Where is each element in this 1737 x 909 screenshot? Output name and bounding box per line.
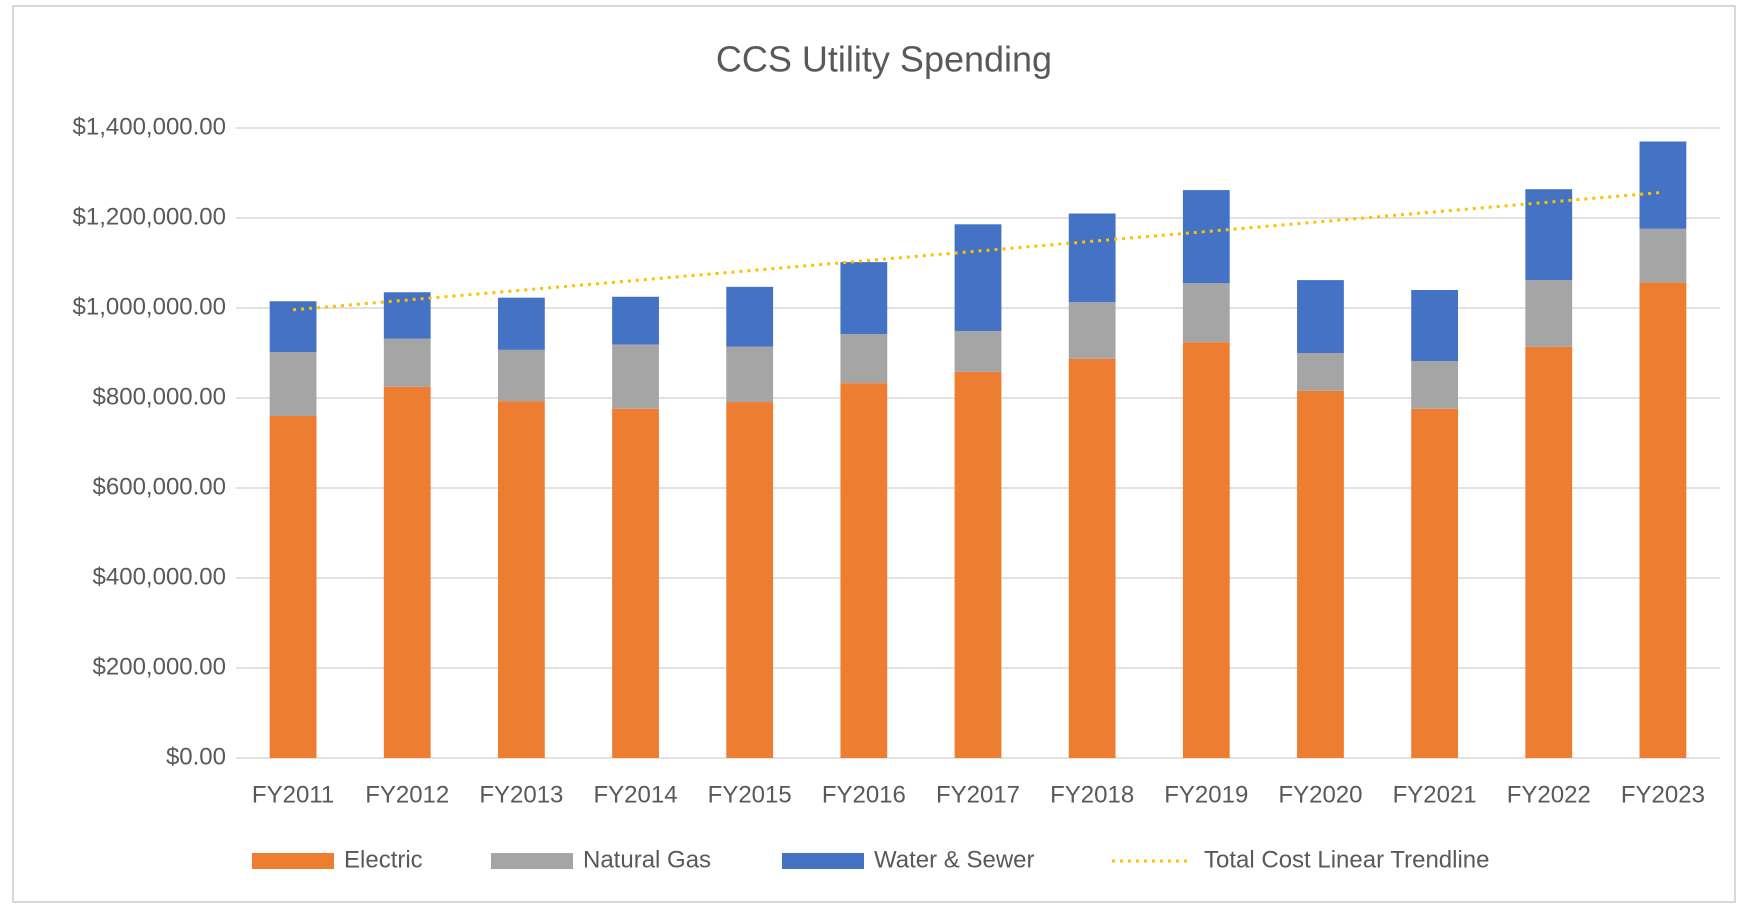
x-tick-label: FY2023	[1621, 781, 1705, 808]
legend-label: Total Cost Linear Trendline	[1204, 846, 1490, 873]
bar-segment	[612, 408, 659, 758]
bar-segment	[1525, 189, 1573, 281]
legend-swatch	[782, 853, 864, 869]
x-tick-label: FY2013	[479, 781, 563, 808]
y-tick-label: $1,200,000.00	[73, 203, 226, 230]
bar-segment	[1639, 228, 1687, 283]
bar-segment	[1297, 390, 1344, 758]
legend-label: Electric	[344, 846, 423, 873]
bar-segment	[954, 371, 1002, 758]
y-tick-label: $400,000.00	[93, 563, 226, 590]
bar-segment	[1068, 302, 1116, 359]
bar-segment	[1182, 342, 1230, 758]
x-tick-label: FY2019	[1164, 781, 1248, 808]
bar-segment	[1297, 353, 1344, 391]
bar-segment	[726, 402, 774, 758]
bar-segment	[612, 344, 659, 409]
bar-segment	[954, 224, 1002, 331]
x-tick-label: FY2016	[822, 781, 906, 808]
x-tick-label: FY2015	[708, 781, 792, 808]
x-tick-label: FY2021	[1393, 781, 1477, 808]
bar-segment	[726, 286, 774, 347]
legend-label: Water & Sewer	[874, 846, 1035, 873]
legend-swatch	[491, 853, 573, 869]
bar-segment	[1525, 346, 1573, 758]
y-tick-label: $800,000.00	[93, 383, 226, 410]
y-tick-label: $1,400,000.00	[73, 113, 226, 140]
bar-segment	[1182, 190, 1230, 284]
x-tick-label: FY2014	[594, 781, 678, 808]
bar-segment	[612, 296, 659, 345]
x-tick-label: FY2020	[1278, 781, 1362, 808]
bar-segment	[1525, 280, 1573, 347]
x-tick-label: FY2017	[936, 781, 1020, 808]
bar-segment	[840, 334, 888, 384]
bar-segment	[1068, 213, 1116, 303]
x-tick-label: FY2022	[1507, 781, 1591, 808]
x-tick-label: FY2011	[252, 781, 334, 808]
bar-segment	[497, 349, 545, 402]
bar-segment	[840, 383, 888, 758]
bar-segment	[1068, 358, 1116, 758]
bar-segment	[1411, 290, 1459, 362]
y-tick-label: $0.00	[166, 743, 226, 770]
bar-segment	[383, 338, 431, 387]
y-tick-label: $600,000.00	[93, 473, 226, 500]
bar-segment	[383, 386, 431, 758]
legend-swatch	[252, 853, 334, 869]
bar-segment	[269, 352, 317, 416]
bar-segment	[1411, 361, 1459, 409]
x-tick-label: FY2018	[1050, 781, 1134, 808]
bar-segment	[1182, 283, 1230, 343]
trendline	[292, 190, 1664, 312]
bar-segment	[1297, 280, 1344, 353]
bar-segment	[497, 401, 545, 758]
bar-segment	[269, 416, 317, 758]
bar-segment	[726, 346, 774, 403]
chart-title: CCS Utility Spending	[716, 39, 1052, 80]
y-tick-label: $200,000.00	[93, 653, 226, 680]
bar-segment	[1411, 408, 1459, 758]
bar-segment	[1639, 282, 1687, 758]
bar-segment	[1639, 141, 1687, 229]
legend-label: Natural Gas	[583, 846, 711, 873]
y-tick-label: $1,000,000.00	[73, 293, 226, 320]
bar-segment	[497, 297, 545, 350]
x-tick-label: FY2012	[365, 781, 449, 808]
bar-segment	[954, 330, 1002, 372]
bar-segment	[840, 262, 888, 335]
